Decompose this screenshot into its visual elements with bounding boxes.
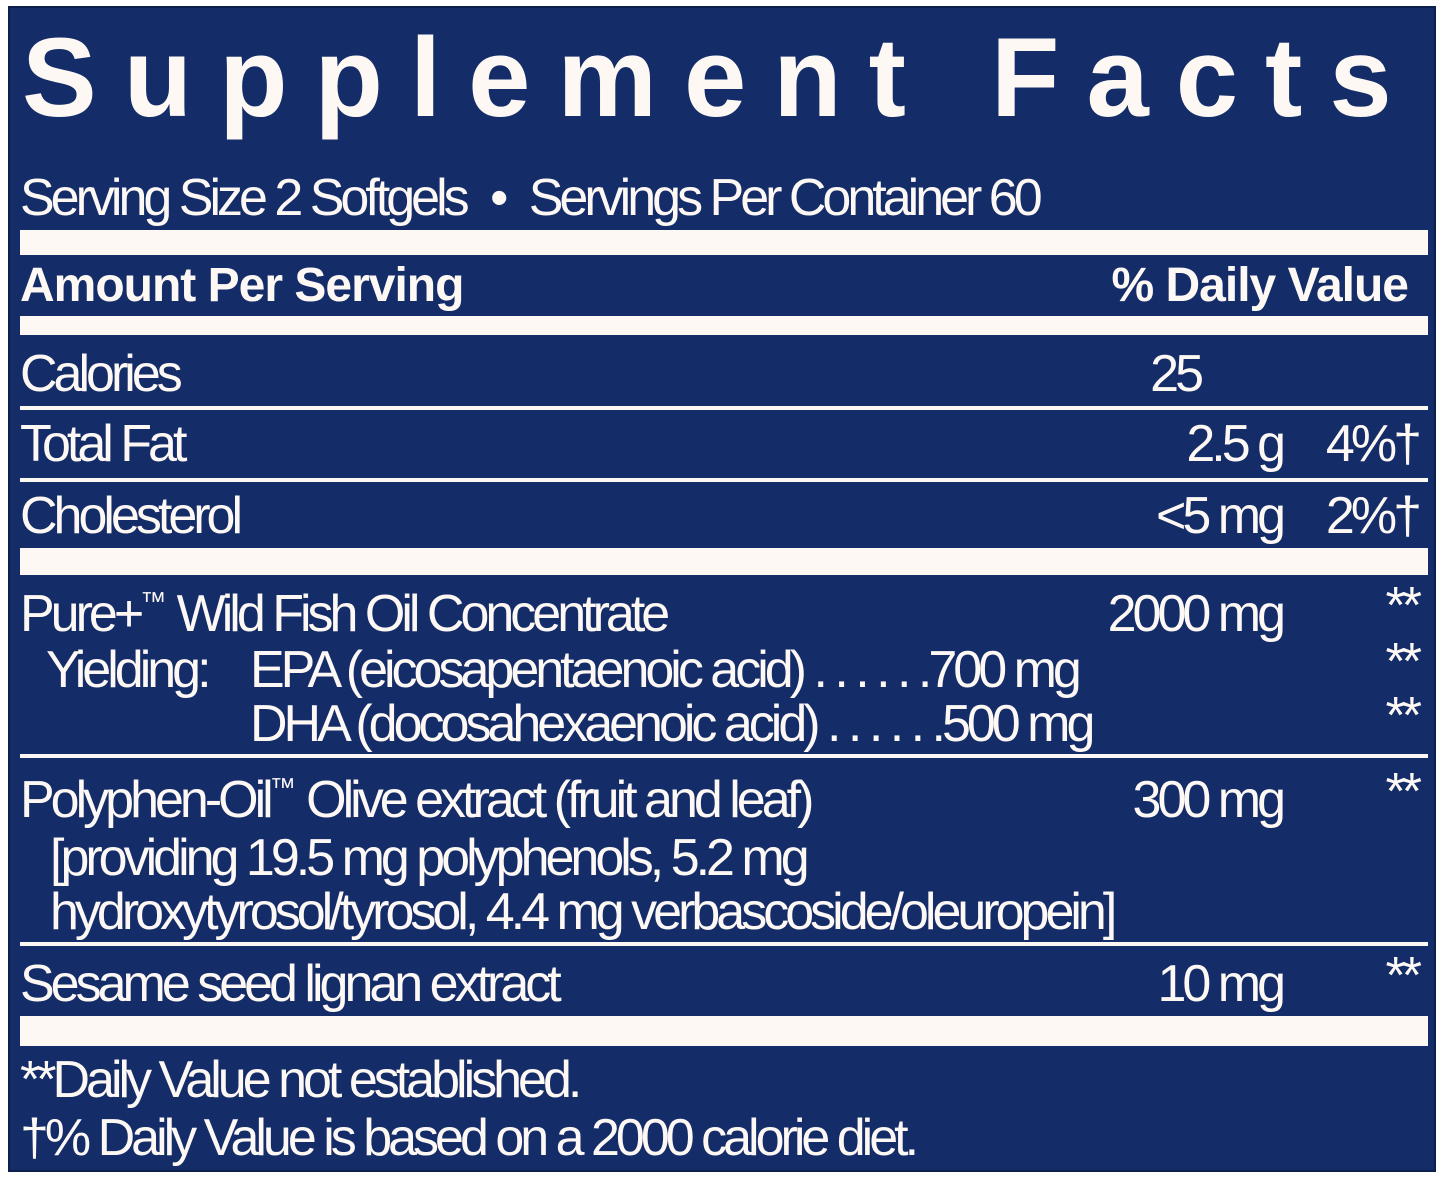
dha-line: DHA (docosahexaenoic acid) . . . . . .50… xyxy=(250,695,1095,753)
thick-divider xyxy=(20,316,1428,335)
olive-dv: ** xyxy=(1385,763,1423,821)
trademark: ™ xyxy=(140,586,167,616)
sesame-name: Sesame seed lignan extract xyxy=(20,955,562,1013)
row-calories-amount: 25 xyxy=(1150,345,1204,403)
daily-value-header: % Daily Value xyxy=(1111,259,1409,312)
olive-name: Polyphen-Oil™ Olive extract (fruit and l… xyxy=(20,771,814,829)
olive-brand: Polyphen-Oil xyxy=(20,771,274,829)
thin-divider xyxy=(20,754,1428,758)
row-total-fat-name: Total Fat xyxy=(20,415,187,473)
serving-size: Serving Size 2 Softgels xyxy=(20,169,470,227)
footnote-calorie-diet: †% Daily Value is based on a 2000 calori… xyxy=(20,1109,919,1167)
row-total-fat-dv: 4%† xyxy=(1325,415,1422,473)
fish-oil-name: Pure+™ Wild Fish Oil Concentrate xyxy=(20,585,671,643)
row-calories-name: Calories xyxy=(20,345,183,403)
supplement-facts-panel: Supplement Facts Serving Size 2 Softgels… xyxy=(8,6,1436,1172)
yielding-label: Yielding: xyxy=(46,641,212,699)
dha-dv: ** xyxy=(1385,687,1423,745)
fish-oil-amount: 2000 mg xyxy=(1107,585,1286,643)
epa-line: EPA (eicosapentaenoic acid) . . . . . .7… xyxy=(250,641,1082,699)
fish-oil-brand: Pure+ xyxy=(20,585,144,643)
amount-per-serving-header: Amount Per Serving xyxy=(20,259,464,312)
sesame-amount: 10 mg xyxy=(1157,955,1286,1013)
bullet: • xyxy=(490,169,508,227)
footnote-daily-value: **Daily Value not established. xyxy=(20,1051,582,1109)
fish-oil-dv: ** xyxy=(1385,577,1423,635)
sesame-dv: ** xyxy=(1385,947,1423,1005)
thin-divider xyxy=(20,478,1428,482)
epa-dv: ** xyxy=(1385,633,1423,691)
serving-line: Serving Size 2 Softgels • Servings Per C… xyxy=(20,169,1043,227)
row-total-fat-amount: 2.5 g xyxy=(1186,415,1286,473)
thin-divider xyxy=(20,942,1428,946)
olive-label: Olive extract (fruit and leaf) xyxy=(295,771,814,829)
thick-divider xyxy=(20,1016,1428,1046)
servings-per-container: Servings Per Container 60 xyxy=(528,169,1043,227)
title: Supplement Facts xyxy=(22,15,1419,140)
olive-amount: 300 mg xyxy=(1132,771,1286,829)
row-cholesterol-name: Cholesterol xyxy=(20,487,243,545)
trademark: ™ xyxy=(269,772,296,802)
row-cholesterol-dv: 2%† xyxy=(1325,487,1422,545)
thick-divider xyxy=(20,230,1428,255)
olive-detail-line-2: hydroxytyrosol/tyrosol, 4.4 mg verbascos… xyxy=(50,883,1117,941)
fish-oil-label: Wild Fish Oil Concentrate xyxy=(166,585,671,643)
olive-detail-line-1: [providing 19.5 mg polyphenols, 5.2 mg xyxy=(50,829,810,887)
thick-divider xyxy=(20,548,1428,575)
thin-divider xyxy=(20,406,1428,410)
row-cholesterol-amount: <5 mg xyxy=(1156,487,1286,545)
